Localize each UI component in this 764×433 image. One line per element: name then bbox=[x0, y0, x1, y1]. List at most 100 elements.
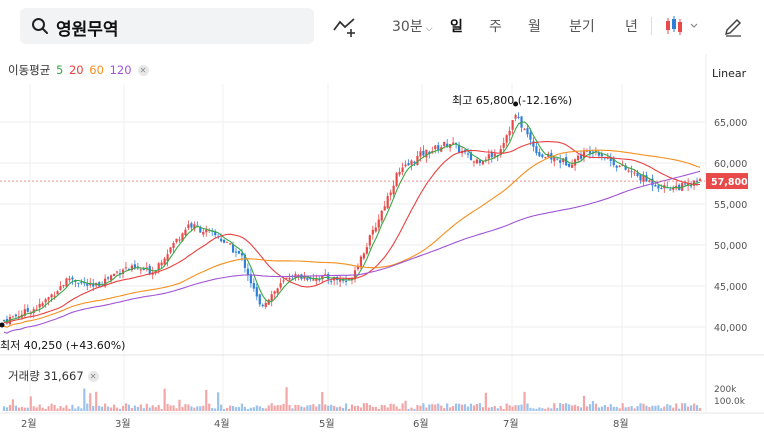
tab-quarter[interactable]: 분기 bbox=[569, 19, 595, 35]
candle-body bbox=[142, 268, 145, 271]
volume-bar bbox=[541, 408, 544, 411]
candlestick-icon bbox=[666, 16, 698, 35]
volume-bar bbox=[20, 406, 23, 411]
tab-month[interactable]: 월 bbox=[528, 19, 541, 35]
volume-bar bbox=[559, 403, 562, 411]
candle-body bbox=[276, 288, 279, 294]
close-icon[interactable]: ✕ bbox=[137, 65, 149, 76]
draw-trendline-icon[interactable] bbox=[332, 16, 358, 38]
tab-day[interactable]: 일 bbox=[450, 19, 463, 35]
volume-tick-label: 100.0k bbox=[714, 397, 746, 407]
candle-body bbox=[220, 238, 223, 242]
volume-bar bbox=[321, 392, 324, 411]
candle-body bbox=[508, 130, 511, 136]
candle-body bbox=[38, 303, 41, 308]
candle-body bbox=[184, 229, 187, 236]
candle-body bbox=[582, 151, 586, 159]
volume-bar bbox=[582, 395, 586, 411]
candle-body bbox=[529, 132, 532, 140]
volume-bar bbox=[660, 408, 663, 411]
volume-bar bbox=[270, 403, 273, 411]
volume-bar bbox=[294, 404, 297, 411]
current-price-label: 57,800 bbox=[711, 177, 748, 188]
volume-bar bbox=[434, 404, 437, 411]
tab-year[interactable]: 년 bbox=[625, 19, 638, 35]
candle-body bbox=[112, 273, 116, 277]
volume-bar bbox=[698, 408, 702, 411]
volume-bar bbox=[77, 406, 80, 411]
candle-body bbox=[47, 297, 50, 300]
candle-body bbox=[234, 251, 238, 253]
candle-body bbox=[612, 158, 615, 166]
volume-bar bbox=[318, 404, 321, 411]
volume-bar bbox=[139, 404, 142, 411]
volume-bar bbox=[127, 404, 131, 411]
y-tick-label: 45,000 bbox=[714, 282, 747, 293]
volume-bar bbox=[80, 408, 83, 411]
candle-body bbox=[41, 303, 44, 306]
candle-body bbox=[258, 294, 261, 305]
toolbar-divider bbox=[651, 17, 652, 35]
volume-bar bbox=[136, 406, 139, 411]
candle-body bbox=[130, 265, 133, 271]
volume-bar bbox=[478, 403, 481, 411]
pencil-icon[interactable] bbox=[722, 16, 744, 38]
candle-body bbox=[576, 155, 580, 161]
volume-legend: 거래량 31,667 ✕ bbox=[8, 368, 99, 384]
candle-body bbox=[410, 160, 413, 165]
volume-bar bbox=[124, 403, 128, 411]
volume-bar bbox=[651, 405, 654, 411]
volume-bar bbox=[618, 408, 621, 411]
volume-bar bbox=[502, 408, 505, 411]
candle-body bbox=[398, 171, 401, 175]
candle-body bbox=[505, 135, 508, 143]
candle-body bbox=[2, 320, 6, 322]
x-tick-label: 3월 bbox=[115, 418, 131, 430]
symbol-name: 영원무역 bbox=[56, 20, 119, 40]
volume-bar bbox=[695, 405, 699, 411]
volume-bar bbox=[654, 405, 657, 411]
volume-bar bbox=[324, 404, 327, 411]
volume-bar bbox=[273, 405, 276, 411]
candle-body bbox=[493, 153, 496, 157]
volume-bar bbox=[339, 406, 342, 411]
candle-body bbox=[202, 231, 205, 235]
close-icon[interactable]: ✕ bbox=[87, 371, 99, 382]
volume-bar bbox=[407, 408, 410, 411]
search-box[interactable]: 영원무역 bbox=[20, 8, 314, 44]
volume-bar bbox=[109, 407, 113, 411]
candle-body bbox=[297, 274, 300, 276]
candle-body bbox=[365, 247, 368, 254]
chart-type-dropdown[interactable] bbox=[664, 14, 700, 42]
candle-body bbox=[347, 278, 351, 280]
candle-body bbox=[71, 277, 74, 280]
volume-bar bbox=[425, 407, 428, 411]
candle-body bbox=[362, 253, 365, 259]
volume-bar bbox=[234, 407, 238, 411]
candle-body bbox=[455, 142, 458, 144]
candle-body bbox=[523, 129, 526, 131]
grid bbox=[0, 54, 764, 414]
volume-bar bbox=[449, 407, 452, 411]
candle-body bbox=[651, 178, 654, 186]
candle-body bbox=[327, 274, 330, 280]
candle-body bbox=[359, 256, 363, 268]
candle-body bbox=[642, 175, 645, 182]
volume-bar bbox=[29, 396, 32, 411]
candle-body bbox=[330, 280, 333, 282]
candle-body bbox=[591, 151, 595, 153]
volume-bar bbox=[642, 403, 645, 411]
volume-bar bbox=[157, 405, 160, 411]
price-chart[interactable]: 65,000 60,000 55,000 50,000 45,000 40,000 200k… bbox=[0, 54, 764, 433]
volume-bar bbox=[154, 407, 157, 411]
candle-body bbox=[544, 156, 547, 158]
tab-week[interactable]: 주 bbox=[489, 19, 502, 35]
candle-body bbox=[407, 162, 410, 166]
candle-body bbox=[124, 267, 128, 269]
candle-body bbox=[615, 165, 618, 168]
candle-body bbox=[484, 159, 487, 161]
volume-bar bbox=[255, 405, 258, 411]
candle-body bbox=[172, 243, 175, 248]
scale-dropdown[interactable]: Linear bbox=[712, 67, 746, 80]
interval-dropdown[interactable]: 30분 ⌵ bbox=[392, 16, 433, 36]
